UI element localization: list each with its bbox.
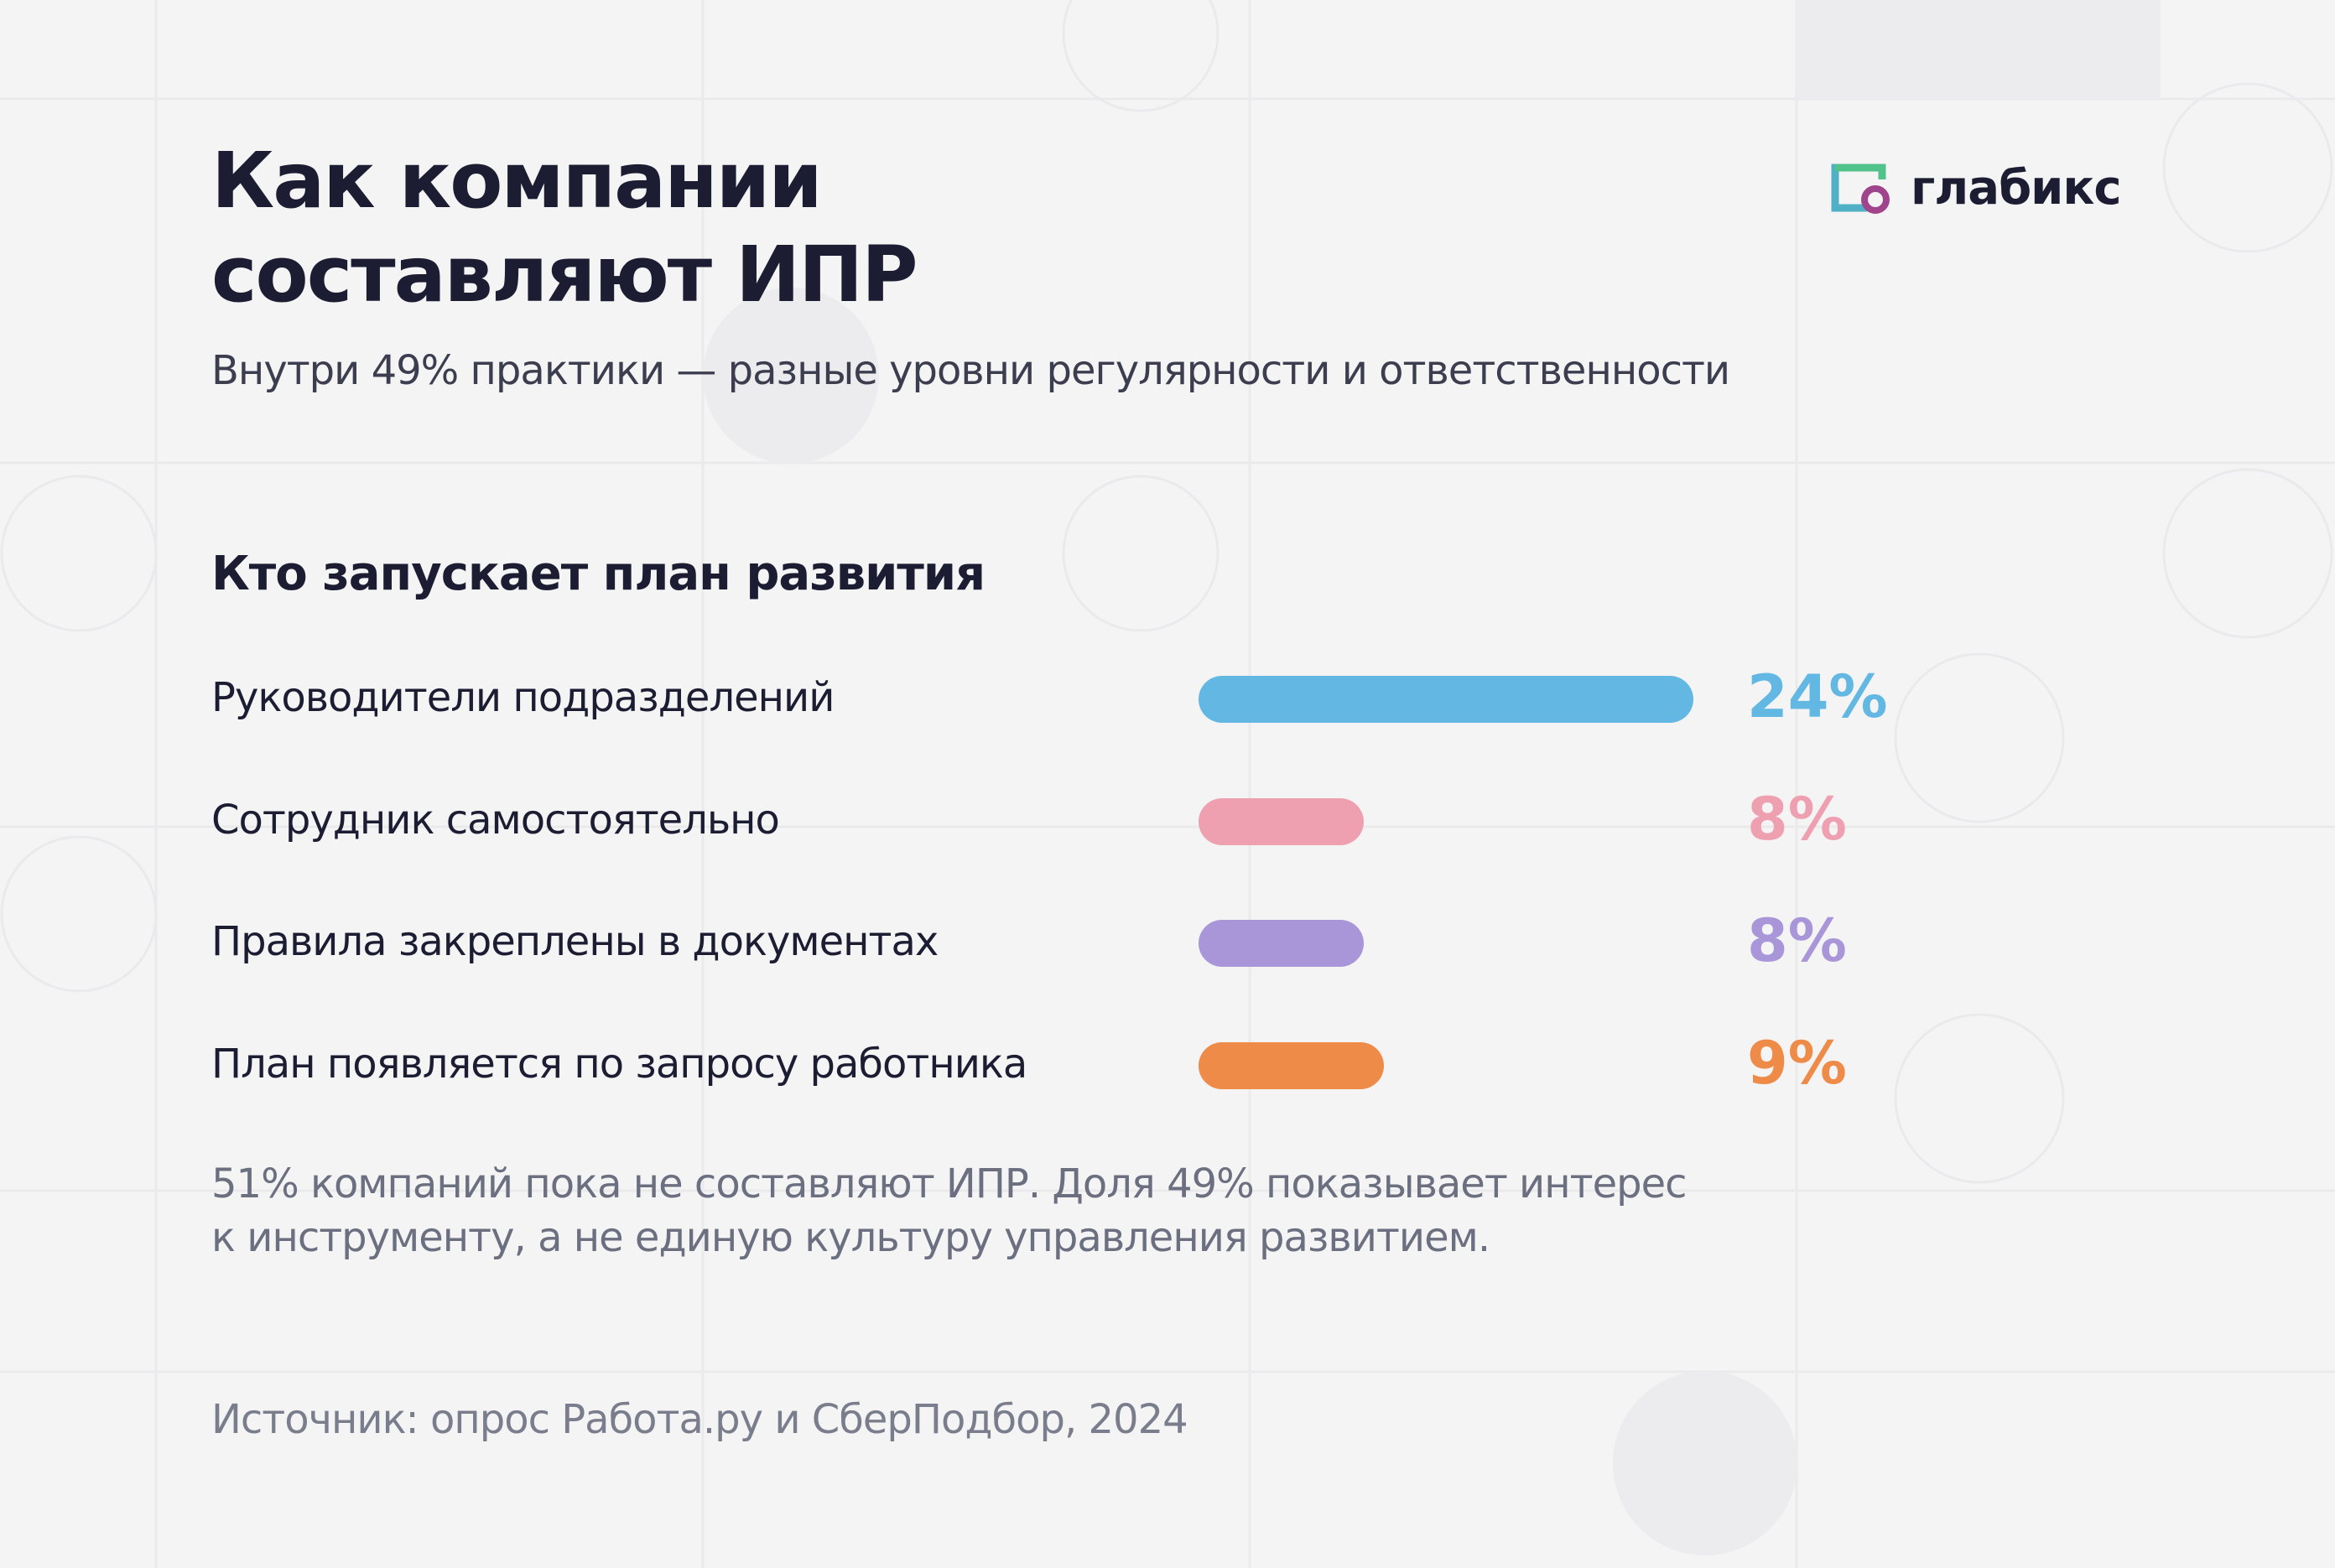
bar — [1199, 676, 1694, 723]
note: 51% компаний пока не составляют ИПР. Дол… — [211, 1160, 1688, 1261]
value-label: 8% — [1747, 906, 1847, 976]
value-label: 24% — [1747, 662, 1888, 731]
category-label: Руководители подразделений — [211, 674, 835, 721]
category-label: План появляется по запросу работника — [211, 1040, 1027, 1088]
section-title: Кто запускает план развития — [211, 547, 985, 601]
category-label: Правила закреплены в документах — [211, 918, 939, 966]
logo-icon — [1831, 164, 1890, 214]
category-label: Сотрудник самостоятельно — [211, 796, 780, 844]
bar — [1199, 797, 1364, 845]
bar — [1199, 1041, 1385, 1089]
brand: глабикс — [1911, 161, 2122, 215]
subtitle: Внутри 49% практики — разные уровни регу… — [211, 347, 1730, 394]
source: Источник: опрос Работа.ру и СберПодбор, … — [211, 1396, 1188, 1443]
value-label: 9% — [1747, 1028, 1847, 1098]
chart-title: Как компании составляют ИПР — [211, 136, 918, 319]
value-label: 8% — [1747, 784, 1847, 854]
bar — [1199, 920, 1364, 968]
